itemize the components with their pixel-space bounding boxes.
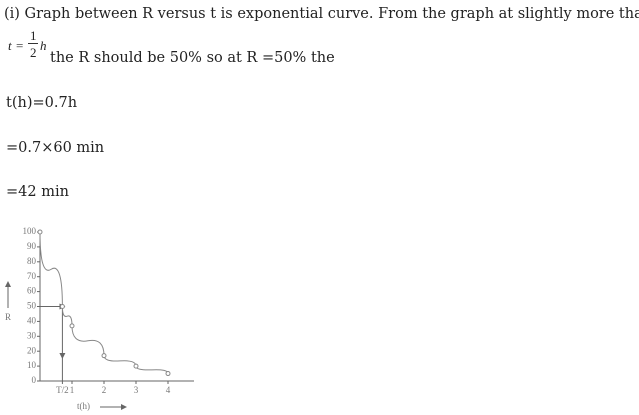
curve-point — [37, 229, 43, 235]
y-tick-label: 90 — [27, 241, 37, 251]
x-tick-label: 3 — [134, 385, 139, 395]
curve-point — [59, 304, 65, 309]
y-tick-label: 60 — [27, 286, 37, 296]
y-tick-label: 10 — [27, 360, 37, 370]
text-line: (i) Graph between R versus t is exponent… — [4, 6, 639, 22]
formula-denominator: 2 — [30, 45, 37, 60]
y-tick-label: 50 — [27, 301, 37, 311]
x-tick-label: 1 — [70, 385, 75, 395]
curve-point — [69, 323, 75, 329]
y-tick-label: 40 — [27, 315, 37, 325]
y-tick-label: 20 — [27, 345, 37, 355]
fraction-bar — [28, 43, 38, 44]
curve — [39, 231, 169, 374]
y-tick-label: 100 — [23, 226, 37, 236]
text-line: =42 min — [6, 184, 69, 200]
curve-point — [165, 371, 171, 377]
y-tick-label: 70 — [27, 271, 37, 281]
x-axis-label: t(h) — [77, 401, 90, 411]
formula-numerator: 1 — [30, 28, 37, 43]
y-tick-label: 30 — [27, 330, 37, 340]
text-line: t(h)=0.7h — [6, 95, 78, 111]
curve-point — [133, 363, 139, 369]
y-tick-label: 0 — [32, 375, 37, 385]
x-tick-label: T/2 — [56, 385, 69, 395]
formula-lhs: t — [8, 38, 12, 53]
text-line: =0.7×60 min — [6, 140, 105, 156]
graph: 0 10 20 30 40 50 60 70 80 90 100 T/2 1 2 3 4 Rt(h) — [5, 226, 194, 411]
curve-point — [101, 353, 107, 359]
formula-variable: h — [40, 38, 47, 53]
text-line: the R should be 50% so at R =50% the — [50, 50, 335, 66]
y-tick-label: 80 — [27, 256, 37, 266]
x-tick-label: 2 — [102, 385, 107, 395]
x-tick-label: 4 — [166, 385, 171, 395]
formula-equals: = — [16, 38, 24, 53]
y-axis-label: R — [5, 312, 11, 322]
